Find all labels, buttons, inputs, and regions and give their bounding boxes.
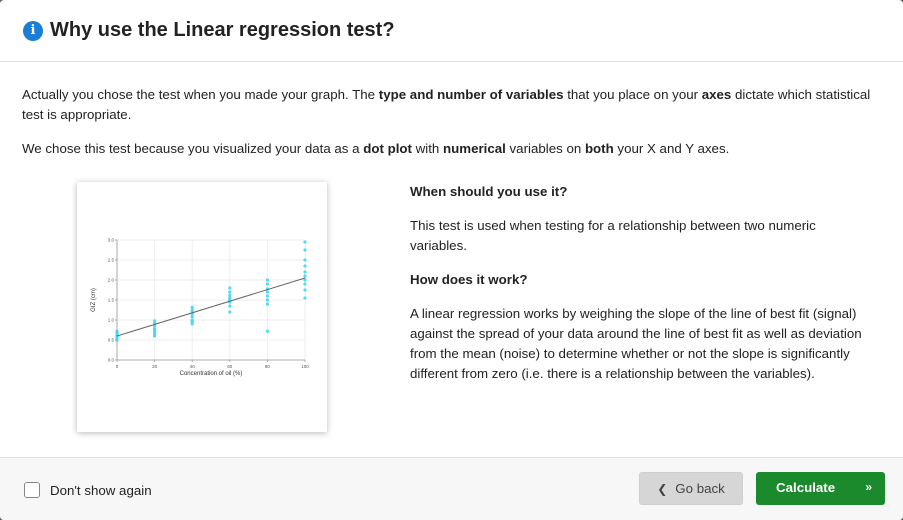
x-tick-label: 40 bbox=[190, 364, 196, 369]
intro-p1-run-0: Actually you chose the test when you mad… bbox=[22, 87, 379, 102]
y-tick-label: 1.0 bbox=[108, 318, 115, 323]
data-point bbox=[303, 264, 307, 268]
intro-p1-run-3: axes bbox=[701, 87, 732, 102]
data-point bbox=[265, 290, 269, 294]
data-point bbox=[228, 293, 232, 297]
how-text: A linear regression works by weighing th… bbox=[410, 306, 862, 381]
data-point bbox=[265, 302, 269, 306]
y-tick-label: 2.0 bbox=[108, 278, 115, 283]
data-point bbox=[228, 304, 232, 308]
x-tick-label: 100 bbox=[301, 364, 309, 369]
y-tick-label: 3.0 bbox=[108, 238, 115, 243]
data-point bbox=[115, 329, 119, 333]
calculate-button[interactable]: Calculate » bbox=[756, 472, 885, 505]
y-tick-label: 0.0 bbox=[108, 358, 115, 363]
info-icon: i bbox=[23, 20, 43, 41]
data-point bbox=[190, 320, 194, 324]
calculate-label: Calculate bbox=[776, 480, 836, 495]
data-point bbox=[265, 298, 269, 302]
data-point bbox=[153, 328, 157, 332]
intro-paragraph-1: Actually you chose the test when you mad… bbox=[22, 85, 881, 125]
modal-footer: Don't show again ❮ Go back Calculate » bbox=[0, 457, 903, 520]
data-point bbox=[303, 282, 307, 286]
go-back-label: Go back bbox=[675, 481, 725, 496]
fit-line bbox=[116, 277, 306, 337]
intro-p1-run-1: type and number of variables bbox=[378, 87, 564, 102]
x-tick-label: 20 bbox=[152, 364, 158, 369]
dont-show-again-checkbox[interactable] bbox=[24, 482, 40, 498]
go-back-button[interactable]: ❮ Go back bbox=[639, 472, 743, 505]
data-point bbox=[303, 248, 307, 252]
data-point bbox=[265, 282, 269, 286]
dont-show-again-option[interactable]: Don't show again bbox=[24, 482, 152, 498]
data-point bbox=[303, 296, 307, 300]
y-axis-label: GIZ (cm) bbox=[91, 288, 97, 312]
intro-p2-run-1: dot plot bbox=[363, 141, 412, 156]
example-dot-plot: 0 20 40 60 80 100 0.0 0.5 1.0 1.5 2.0 2.5 3.0 Concent… bbox=[91, 238, 309, 378]
content-columns: 0 20 40 60 80 100 0.0 0.5 1.0 1.5 2.0 2.5 3.0 Concent… bbox=[22, 182, 881, 432]
data-point bbox=[265, 329, 269, 333]
data-point bbox=[228, 310, 232, 314]
chevron-left-icon: ❮ bbox=[657, 481, 668, 496]
y-tick-label: 0.5 bbox=[108, 338, 115, 343]
modal-title: Why use the Linear regression test? bbox=[50, 19, 395, 41]
y-tick-label: 2.5 bbox=[108, 258, 115, 263]
data-point bbox=[303, 258, 307, 262]
when-text: This test is used when testing for a rel… bbox=[410, 218, 816, 253]
intro-p2-run-4: variables on bbox=[505, 141, 585, 156]
intro-p2-run-5: both bbox=[584, 141, 614, 156]
data-point bbox=[303, 278, 307, 282]
data-point bbox=[228, 286, 232, 290]
data-point bbox=[303, 240, 307, 244]
intro-p1-run-2: that you place on your bbox=[563, 87, 702, 102]
data-point bbox=[303, 274, 307, 278]
x-tick-label: 0 bbox=[116, 364, 119, 369]
intro-p2-run-3: numerical bbox=[443, 141, 506, 156]
example-graph-card: 0 20 40 60 80 100 0.0 0.5 1.0 1.5 2.0 2.5 3.0 Concent… bbox=[77, 182, 327, 432]
data-point bbox=[228, 290, 232, 294]
x-tick-label: 60 bbox=[227, 364, 233, 369]
modal-body: Actually you chose the test when you mad… bbox=[0, 62, 903, 432]
dont-show-again-label[interactable]: Don't show again bbox=[50, 482, 152, 498]
data-point bbox=[265, 294, 269, 298]
x-tick-label: 80 bbox=[265, 364, 271, 369]
modal-header: i Why use the Linear regression test? bbox=[0, 0, 903, 62]
info-column: When should you use it? This test is use… bbox=[410, 182, 870, 432]
x-axis-label: Concentration of oil (%) bbox=[180, 371, 243, 377]
when-heading: When should you use it? bbox=[410, 184, 568, 199]
y-tick-label: 1.5 bbox=[108, 298, 115, 303]
data-point bbox=[153, 324, 157, 328]
data-point bbox=[303, 288, 307, 292]
data-point bbox=[153, 319, 157, 323]
data-point bbox=[115, 338, 119, 342]
how-heading: How does it work? bbox=[410, 272, 528, 287]
double-chevron-right-icon: » bbox=[865, 480, 872, 494]
intro-p2-run-2: with bbox=[411, 141, 444, 156]
intro-p1-run-4: dictate which statistical test is approp… bbox=[22, 87, 871, 122]
data-point bbox=[190, 305, 194, 309]
intro-p2-run-0: We chose this test because you visualize… bbox=[22, 141, 364, 156]
data-point bbox=[153, 332, 157, 336]
data-point bbox=[265, 278, 269, 282]
intro-paragraph-2: We chose this test because you visualize… bbox=[22, 139, 881, 159]
intro-p2-run-6: your X and Y axes. bbox=[613, 141, 730, 156]
data-point bbox=[190, 315, 194, 319]
data-point bbox=[303, 270, 307, 274]
